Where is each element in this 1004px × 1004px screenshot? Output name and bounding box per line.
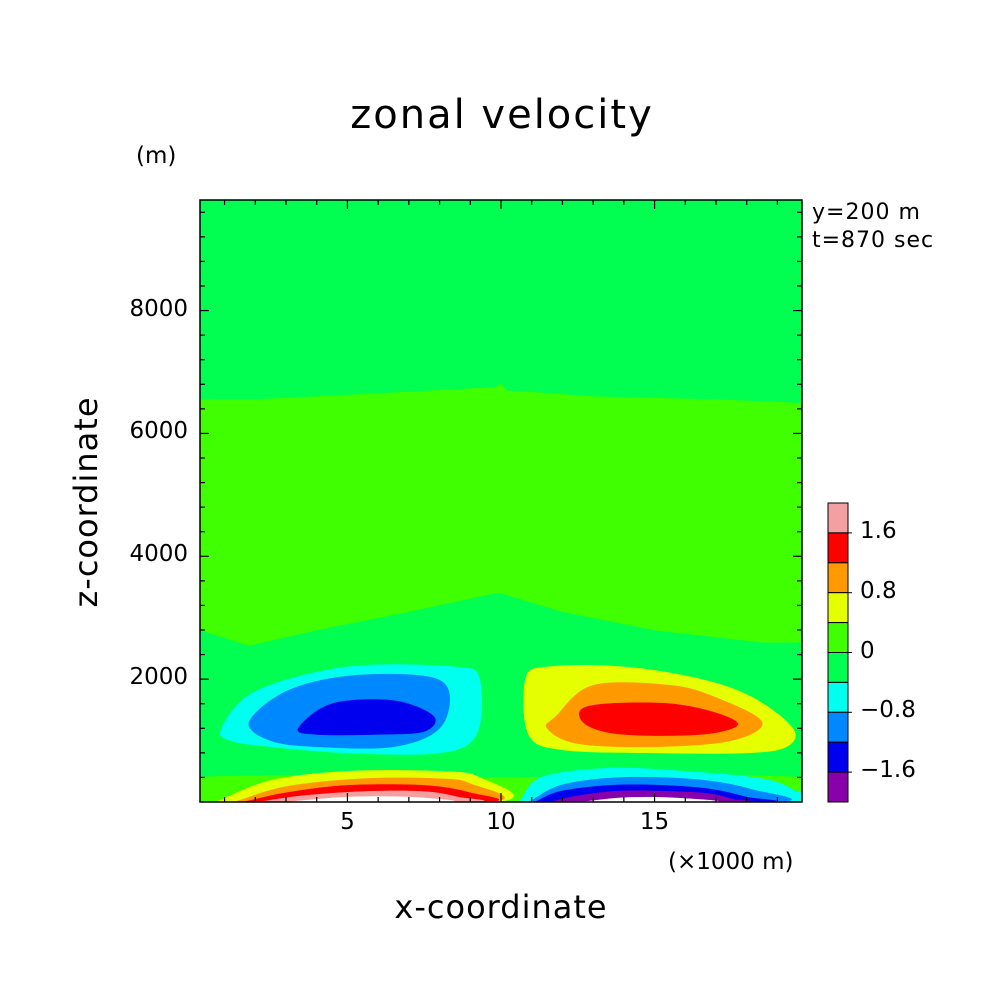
colorbar-swatch — [827, 592, 849, 624]
y-axis-unit: (m) — [136, 143, 177, 169]
annotation-y-position: y=200 m — [812, 200, 921, 225]
colorbar-swatch — [827, 652, 849, 683]
contour-region-17 — [527, 790, 760, 802]
colorbar-swatch — [827, 502, 849, 534]
y-tick-label: 2000 — [129, 664, 188, 691]
contour-fill-group — [200, 200, 802, 802]
colorbar-swatch — [827, 562, 849, 594]
colorbar-swatch — [827, 532, 849, 564]
colorbar-tick-label: −0.8 — [860, 697, 916, 724]
colorbar-swatch — [827, 771, 849, 803]
x-axis-label: x-coordinate — [394, 888, 608, 926]
x-axis-unit: (×1000 m) — [668, 849, 794, 875]
colorbar-tick-label: −1.6 — [860, 757, 916, 784]
colorbar-tick-label: 1.6 — [860, 517, 897, 544]
annotation-time: t=870 sec — [812, 228, 935, 253]
contour-region-4 — [297, 699, 436, 736]
contour-region-0 — [200, 383, 802, 646]
colorbar-swatch — [827, 741, 849, 773]
y-tick-label: 6000 — [129, 418, 188, 445]
chart-title: zonal velocity — [350, 92, 654, 138]
x-tick-label: 5 — [340, 809, 355, 835]
colorbar-tick-label: 0.8 — [860, 577, 897, 604]
contour-region-7 — [579, 702, 739, 736]
colorbar-tick-label: 0 — [860, 637, 875, 664]
colorbar-swatch — [827, 711, 849, 743]
colorbar-swatch — [827, 681, 849, 713]
x-tick-label: 10 — [486, 809, 516, 835]
y-tick-label: 8000 — [129, 295, 188, 322]
contour-region-1 — [200, 200, 802, 403]
axis-ticks — [200, 200, 802, 802]
x-tick-label: 15 — [639, 809, 670, 835]
colorbar — [827, 502, 852, 803]
y-tick-label: 4000 — [129, 541, 188, 568]
colorbar-swatch — [827, 622, 849, 653]
